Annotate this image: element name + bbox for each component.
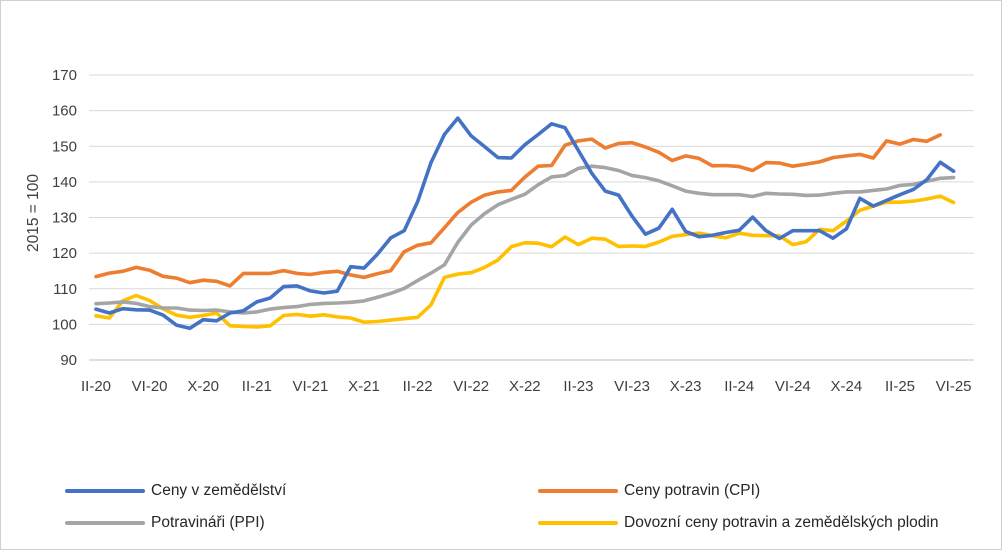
legend-label: Potravináři (PPI): [151, 514, 265, 531]
x-tick-label: II-24: [724, 378, 754, 395]
x-tick-label: VI-23: [614, 378, 650, 395]
legend-swatch-yellow: [538, 521, 618, 525]
y-tick-label-160: 160: [52, 103, 77, 120]
x-tick-label: VI-22: [453, 378, 489, 395]
y-tick-labels: 90 100 110 120 130 140 150 160 170: [52, 67, 77, 369]
x-tick-label: II-25: [885, 378, 915, 395]
y-tick-label-100: 100: [52, 316, 77, 333]
legend-swatch-orange: [538, 489, 618, 493]
x-tick-label: II-20: [81, 378, 111, 395]
x-tick-label: X-20: [187, 378, 219, 395]
x-tick-labels: II-20 VI-20 X-20 II-21 VI-21 X-21 II-22 VI-22 X-…: [81, 378, 972, 395]
legend-label: Ceny v zemědělství: [151, 482, 287, 499]
series-line-1: [94, 133, 943, 288]
legend-label: Dovozní ceny potravin a zemědělských plo…: [624, 514, 939, 531]
y-tick-label-110: 110: [53, 281, 77, 298]
x-tick-label: II-21: [242, 378, 272, 395]
legend-swatch-gray: [65, 521, 145, 525]
legend-item-potravinari-ppi: Potravináři (PPI): [65, 514, 265, 532]
y-tick-label-170: 170: [52, 67, 77, 84]
legend-item-ceny-potravin-cpi: Ceny potravin (CPI): [538, 482, 760, 500]
y-tick-label-90: 90: [60, 352, 77, 369]
y-tick-label-130: 130: [52, 210, 77, 227]
legend-swatch-blue: [65, 489, 145, 493]
x-tick-label: X-21: [348, 378, 380, 395]
x-tick-label: X-23: [670, 378, 702, 395]
x-tick-label: X-24: [831, 378, 863, 395]
series-lines: [94, 116, 956, 331]
x-tick-label: VI-25: [936, 378, 972, 395]
series-line-2: [94, 164, 956, 315]
x-tick-label: II-22: [403, 378, 433, 395]
y-tick-label-150: 150: [52, 138, 77, 155]
y-tick-label-120: 120: [52, 245, 77, 262]
legend-item-dovozni-ceny: Dovozní ceny potravin a zemědělských plo…: [538, 514, 938, 532]
x-tick-label: II-23: [563, 378, 593, 395]
x-tick-label: VI-21: [292, 378, 328, 395]
series-line-3: [94, 194, 956, 329]
y-axis-label: 2015 = 100: [25, 174, 42, 252]
series-line-0: [94, 116, 956, 331]
x-tick-label: VI-20: [132, 378, 168, 395]
legend-item-ceny-v-zemedelstvi: Ceny v zemědělství: [65, 482, 286, 500]
x-tick-label: VI-24: [775, 378, 811, 395]
legend-label: Ceny potravin (CPI): [624, 482, 761, 499]
x-tick-label: X-22: [509, 378, 541, 395]
y-tick-label-140: 140: [52, 174, 77, 191]
